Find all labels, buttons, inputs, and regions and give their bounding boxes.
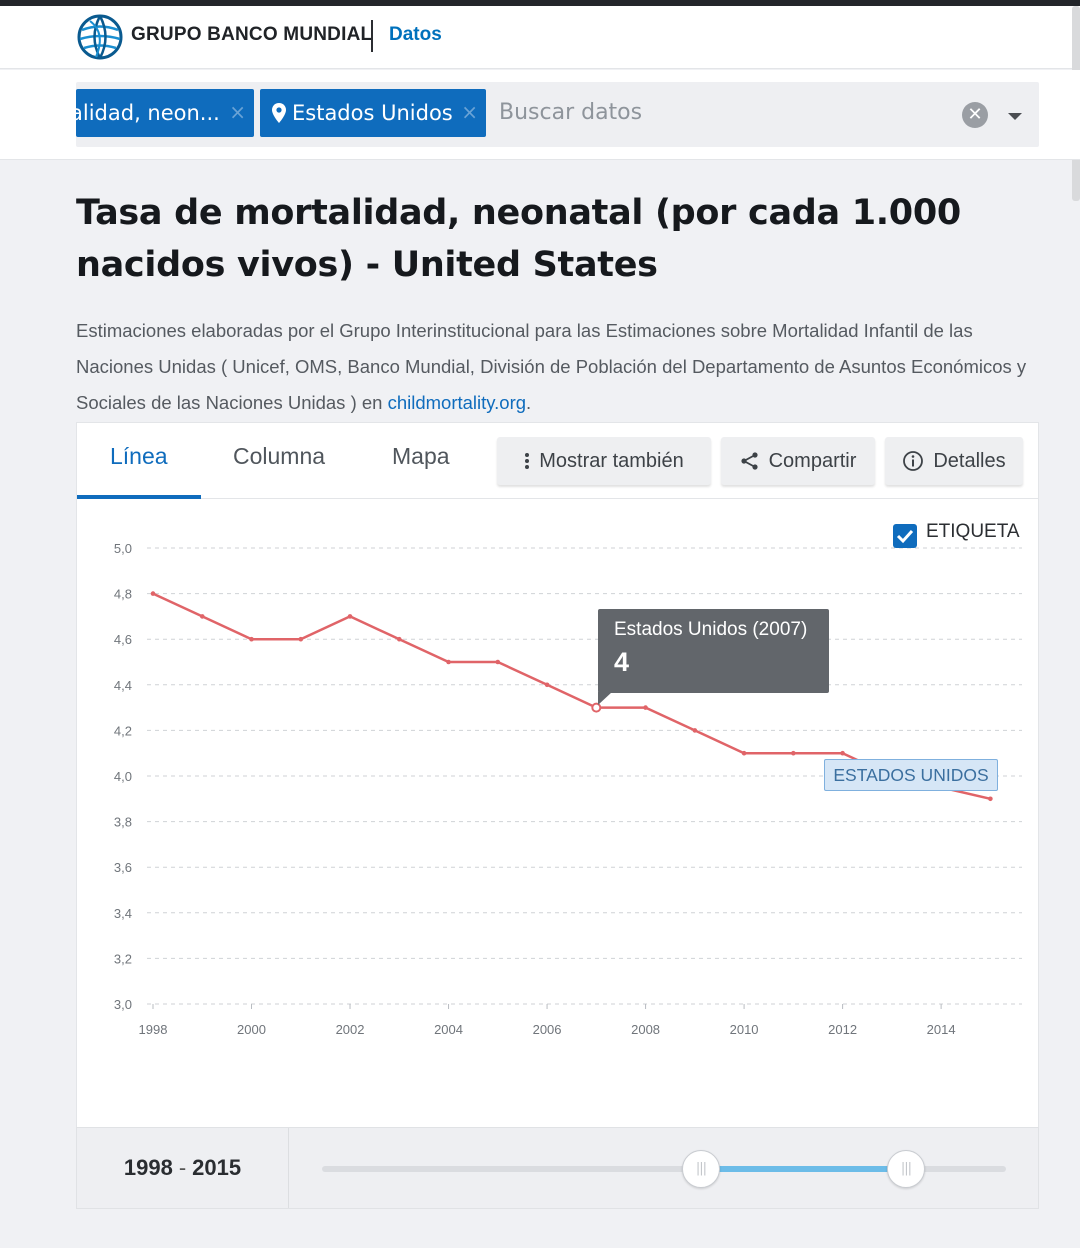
data-point xyxy=(988,796,993,802)
x-tick-label: 2008 xyxy=(631,1022,660,1037)
year-range-selector: 1998 - 2015 ||| ||| xyxy=(76,1127,1039,1209)
brand-divider xyxy=(371,20,373,52)
clear-search-icon[interactable]: ✕ xyxy=(962,102,988,128)
y-tick-label: 3,4 xyxy=(114,906,132,921)
range-track-selected xyxy=(701,1166,907,1172)
range-dash: - xyxy=(178,1155,187,1180)
y-tick-label: 4,6 xyxy=(114,632,132,647)
data-point xyxy=(692,728,698,733)
location-pin-icon xyxy=(272,103,286,123)
y-tick-label: 3,8 xyxy=(114,815,132,830)
y-tick-label: 3,2 xyxy=(114,951,132,966)
chip-label: alidad, neon... xyxy=(76,101,220,125)
range-track[interactable] xyxy=(322,1166,1006,1172)
indicator-description: Estimaciones elaboradas por el Grupo Int… xyxy=(76,313,1036,421)
tooltip-value: 4 xyxy=(614,647,630,677)
show-also-button[interactable]: Mostrar también xyxy=(497,437,711,485)
data-point-highlight xyxy=(591,702,602,713)
chip-label: Estados Unidos xyxy=(292,101,453,125)
data-point xyxy=(643,705,648,710)
y-tick-label: 5,0 xyxy=(114,541,132,556)
chip-remove-icon[interactable]: × xyxy=(229,100,246,124)
series-line xyxy=(152,592,991,801)
world-bank-globe-logo[interactable] xyxy=(76,13,124,61)
y-tick-label: 4,8 xyxy=(114,587,132,602)
data-point xyxy=(544,682,550,688)
y-tick-label: 3,6 xyxy=(114,860,132,875)
active-tab-indicator xyxy=(77,495,201,499)
section-link-datos[interactable]: Datos xyxy=(389,24,442,45)
tooltip-pointer xyxy=(598,692,612,705)
details-button[interactable]: Detalles xyxy=(885,437,1023,485)
range-start: 1998 xyxy=(123,1155,173,1180)
search-input[interactable]: Buscar datos xyxy=(499,100,643,125)
y-tick-label: 4,4 xyxy=(114,678,132,693)
data-point xyxy=(446,659,451,665)
data-point xyxy=(396,636,402,642)
range-end-handle[interactable]: ||| xyxy=(887,1150,925,1188)
info-icon xyxy=(903,451,924,471)
label-checkbox-text[interactable]: ETIQUETA xyxy=(926,521,1020,542)
line-chart: 3,0 3,2 3,4 3,6 3,8 4,0 4,2 4,4 4,6 4,8 5,0 1998 200… xyxy=(114,541,1022,1037)
details-label: Detalles xyxy=(933,449,1006,472)
y-tick-label: 4,0 xyxy=(114,769,132,784)
more-vertical-icon xyxy=(525,453,530,469)
data-point xyxy=(150,591,156,596)
tab-columna[interactable]: Columna xyxy=(233,443,326,469)
x-tick-label: 2004 xyxy=(434,1022,463,1037)
search-band: alidad, neon... × Estados Unidos × Busca… xyxy=(0,70,1080,160)
series-label[interactable]: ESTADOS UNIDOS xyxy=(824,759,998,791)
data-point xyxy=(347,614,353,619)
brand-name[interactable]: GRUPO BANCO MUNDIAL xyxy=(131,24,373,45)
source-link[interactable]: childmortality.org xyxy=(387,392,527,413)
x-tick-label: 2000 xyxy=(237,1022,266,1037)
filter-chip-indicator[interactable]: alidad, neon... × xyxy=(76,89,254,137)
search-box[interactable]: alidad, neon... × Estados Unidos × Busca… xyxy=(76,82,1039,147)
range-start-handle[interactable]: ||| xyxy=(682,1150,720,1188)
data-point xyxy=(495,659,501,665)
show-also-label: Mostrar también xyxy=(539,449,684,472)
page-title: Tasa de mortalidad, neonatal (por cada 1… xyxy=(76,193,961,285)
chart-tooltip: Estados Unidos (2007) 4 xyxy=(598,609,829,705)
chart-panel: Línea Columna Mapa Mostrar también Compa… xyxy=(76,422,1039,1128)
x-tick-label: 2010 xyxy=(730,1022,759,1037)
tooltip-title: Estados Unidos (2007) xyxy=(614,619,808,640)
x-tick-label: 2014 xyxy=(927,1022,956,1037)
top-bar xyxy=(0,0,1080,6)
share-label: Compartir xyxy=(768,449,857,472)
site-header: GRUPO BANCO MUNDIAL Datos xyxy=(0,6,1080,69)
x-tick-label: 2002 xyxy=(336,1022,365,1037)
tab-linea[interactable]: Línea xyxy=(110,443,168,469)
data-point xyxy=(840,750,845,756)
share-icon xyxy=(740,452,758,470)
chart-tabs: Línea Columna Mapa Mostrar también Compa… xyxy=(77,423,1038,499)
range-end: 2015 xyxy=(192,1155,242,1180)
y-tick-label: 4,2 xyxy=(114,723,132,738)
x-tick-label: 2012 xyxy=(828,1022,857,1037)
checkmark-icon xyxy=(896,529,914,544)
description-end: . xyxy=(526,392,532,413)
share-button[interactable]: Compartir xyxy=(721,437,875,485)
data-point xyxy=(298,636,304,642)
description-text: Estimaciones elaboradas por el Grupo Int… xyxy=(76,320,1027,413)
data-point xyxy=(791,750,796,756)
x-tick-label: 1998 xyxy=(139,1022,168,1037)
dropdown-caret-icon[interactable] xyxy=(1008,113,1022,120)
range-label: 1998 - 2015 xyxy=(77,1128,289,1208)
data-point xyxy=(199,614,205,619)
x-tick-label: 2006 xyxy=(533,1022,562,1037)
y-tick-label: 3,0 xyxy=(114,997,132,1012)
data-point xyxy=(741,750,747,756)
label-checkbox[interactable] xyxy=(893,524,917,548)
filter-chip-country[interactable]: Estados Unidos × xyxy=(260,89,486,137)
tab-mapa[interactable]: Mapa xyxy=(392,443,450,469)
chip-remove-icon[interactable]: × xyxy=(461,100,478,124)
data-point xyxy=(249,636,254,642)
